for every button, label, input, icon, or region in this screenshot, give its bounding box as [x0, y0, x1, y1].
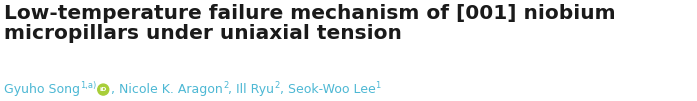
Circle shape: [98, 84, 109, 95]
Text: , Seok-Woo Lee: , Seok-Woo Lee: [279, 83, 375, 96]
Text: micropillars under uniaxial tension: micropillars under uniaxial tension: [4, 24, 402, 43]
Text: , Ill Ryu: , Ill Ryu: [228, 83, 274, 96]
Text: 1: 1: [375, 81, 381, 90]
Text: , Nicole K. Aragon: , Nicole K. Aragon: [112, 83, 223, 96]
Text: 1,a): 1,a): [80, 81, 96, 90]
Text: 2: 2: [274, 81, 279, 90]
Text: 2: 2: [223, 81, 228, 90]
Text: Gyuho Song: Gyuho Song: [4, 83, 80, 96]
Text: iD: iD: [100, 87, 107, 92]
Text: Low-temperature failure mechanism of [001] niobium: Low-temperature failure mechanism of [00…: [4, 4, 615, 23]
